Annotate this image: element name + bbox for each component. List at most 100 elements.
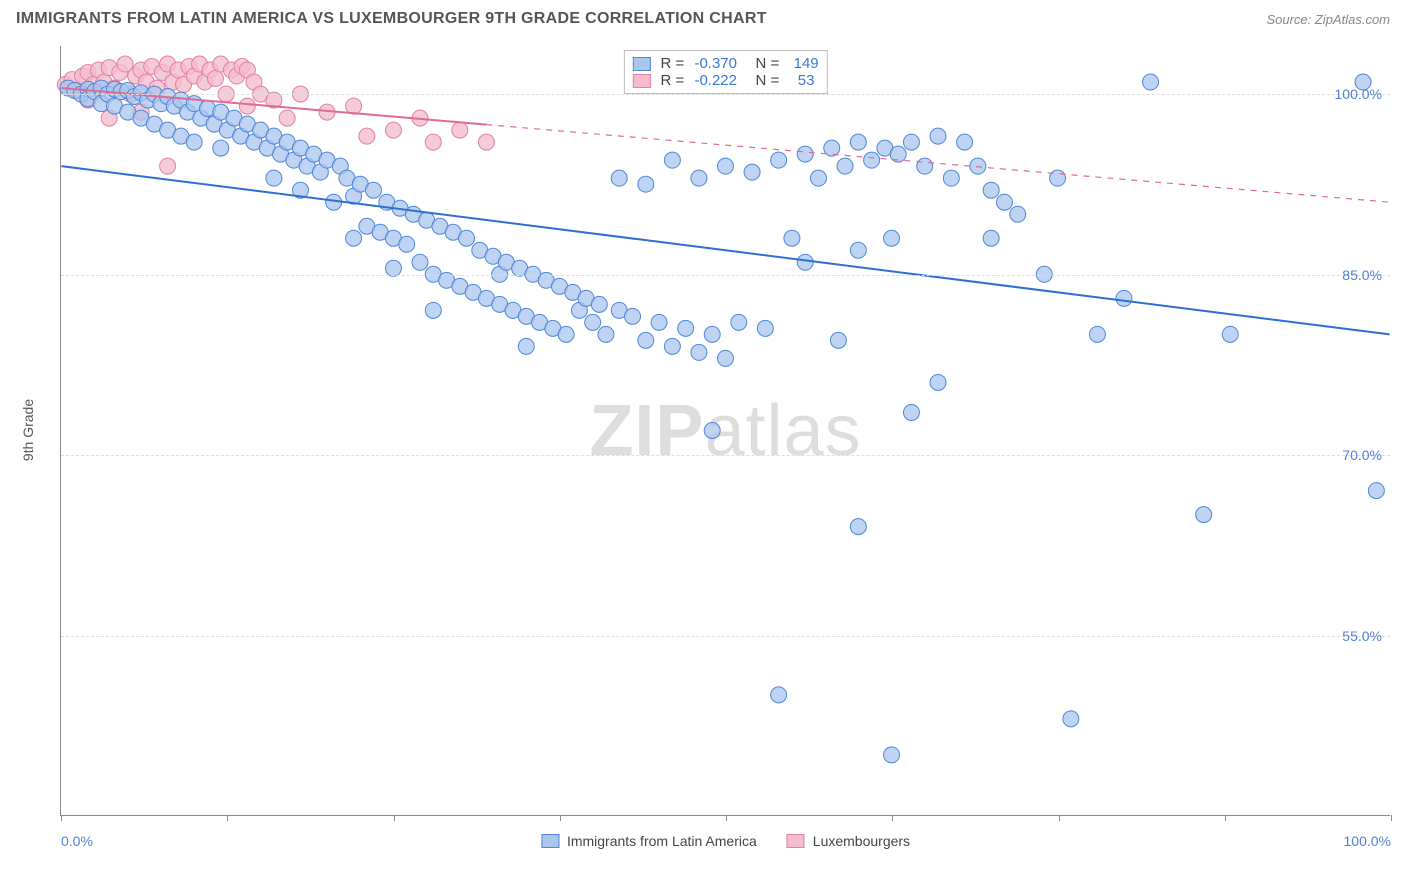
data-point [1196, 507, 1212, 523]
data-point [983, 230, 999, 246]
data-point [239, 98, 255, 114]
y-axis-title: 9th Grade [20, 399, 36, 461]
data-point [718, 350, 734, 366]
data-point [957, 134, 973, 150]
data-point [1010, 206, 1026, 222]
data-point [213, 140, 229, 156]
data-point [757, 320, 773, 336]
source-label: Source: ZipAtlas.com [1266, 12, 1390, 27]
data-point [425, 302, 441, 318]
data-point [771, 152, 787, 168]
legend-swatch-icon [787, 834, 805, 848]
data-point [598, 326, 614, 342]
y-tick-label: 70.0% [1342, 447, 1382, 463]
legend-swatch-icon [541, 834, 559, 848]
data-point [186, 134, 202, 150]
y-tick-label: 55.0% [1342, 628, 1382, 644]
data-point [810, 170, 826, 186]
data-point [691, 170, 707, 186]
data-point [359, 128, 375, 144]
n-value: 53 [789, 72, 814, 89]
x-tick [61, 815, 62, 821]
data-point [346, 98, 362, 114]
data-point [585, 314, 601, 330]
y-tick-label: 85.0% [1342, 267, 1382, 283]
data-point [1063, 711, 1079, 727]
data-point [558, 326, 574, 342]
legend-item: Luxembourgers [787, 833, 910, 849]
data-point [903, 134, 919, 150]
data-point [664, 338, 680, 354]
data-point [930, 128, 946, 144]
legend-label: Luxembourgers [813, 833, 910, 849]
plot-area: ZIPatlas R = -0.370 N = 149 R = -0.222 N… [60, 46, 1390, 816]
data-point [943, 170, 959, 186]
data-point [611, 170, 627, 186]
data-point [850, 134, 866, 150]
x-tick [394, 815, 395, 821]
data-point [784, 230, 800, 246]
legend-stats: R = -0.370 N = 149 R = -0.222 N = 53 [623, 50, 827, 94]
x-tick-label: 0.0% [61, 833, 93, 849]
r-value: -0.222 [694, 72, 737, 89]
data-point [651, 314, 667, 330]
y-tick-label: 100.0% [1335, 86, 1382, 102]
data-point [366, 182, 382, 198]
chart-title: IMMIGRANTS FROM LATIN AMERICA VS LUXEMBO… [16, 10, 767, 28]
data-point [744, 164, 760, 180]
data-point [830, 332, 846, 348]
data-point [346, 230, 362, 246]
gridline [61, 455, 1390, 456]
data-point [1089, 326, 1105, 342]
data-point [917, 158, 933, 174]
data-point [797, 146, 813, 162]
data-point [704, 423, 720, 439]
data-point [771, 687, 787, 703]
data-point [678, 320, 694, 336]
gridline [61, 636, 1390, 637]
data-point [704, 326, 720, 342]
legend-swatch-icon [632, 57, 650, 71]
data-point [266, 170, 282, 186]
scatter-svg [61, 46, 1390, 815]
data-point [837, 158, 853, 174]
data-point [1368, 483, 1384, 499]
x-tick [1059, 815, 1060, 821]
data-point [1116, 290, 1132, 306]
data-point [718, 158, 734, 174]
data-point [884, 230, 900, 246]
data-point [279, 110, 295, 126]
data-point [638, 176, 654, 192]
data-point [731, 314, 747, 330]
data-point [850, 519, 866, 535]
x-tick [1225, 815, 1226, 821]
data-point [1143, 74, 1159, 90]
legend-swatch-icon [632, 74, 650, 88]
x-tick [560, 815, 561, 821]
x-tick [726, 815, 727, 821]
data-point [625, 308, 641, 324]
data-point [797, 254, 813, 270]
data-point [996, 194, 1012, 210]
data-point [452, 122, 468, 138]
x-tick [892, 815, 893, 821]
data-point [903, 404, 919, 420]
data-point [591, 296, 607, 312]
gridline [61, 94, 1390, 95]
data-point [691, 344, 707, 360]
legend-series: Immigrants from Latin America Luxembourge… [541, 833, 910, 849]
data-point [458, 230, 474, 246]
data-point [207, 70, 223, 86]
data-point [478, 134, 494, 150]
data-point [864, 152, 880, 168]
data-point [399, 236, 415, 252]
legend-label: Immigrants from Latin America [567, 833, 757, 849]
data-point [638, 332, 654, 348]
data-point [664, 152, 680, 168]
data-point [160, 158, 176, 174]
x-tick-label: 100.0% [1344, 833, 1391, 849]
data-point [518, 338, 534, 354]
data-point [970, 158, 986, 174]
data-point [1222, 326, 1238, 342]
data-point [1050, 170, 1066, 186]
